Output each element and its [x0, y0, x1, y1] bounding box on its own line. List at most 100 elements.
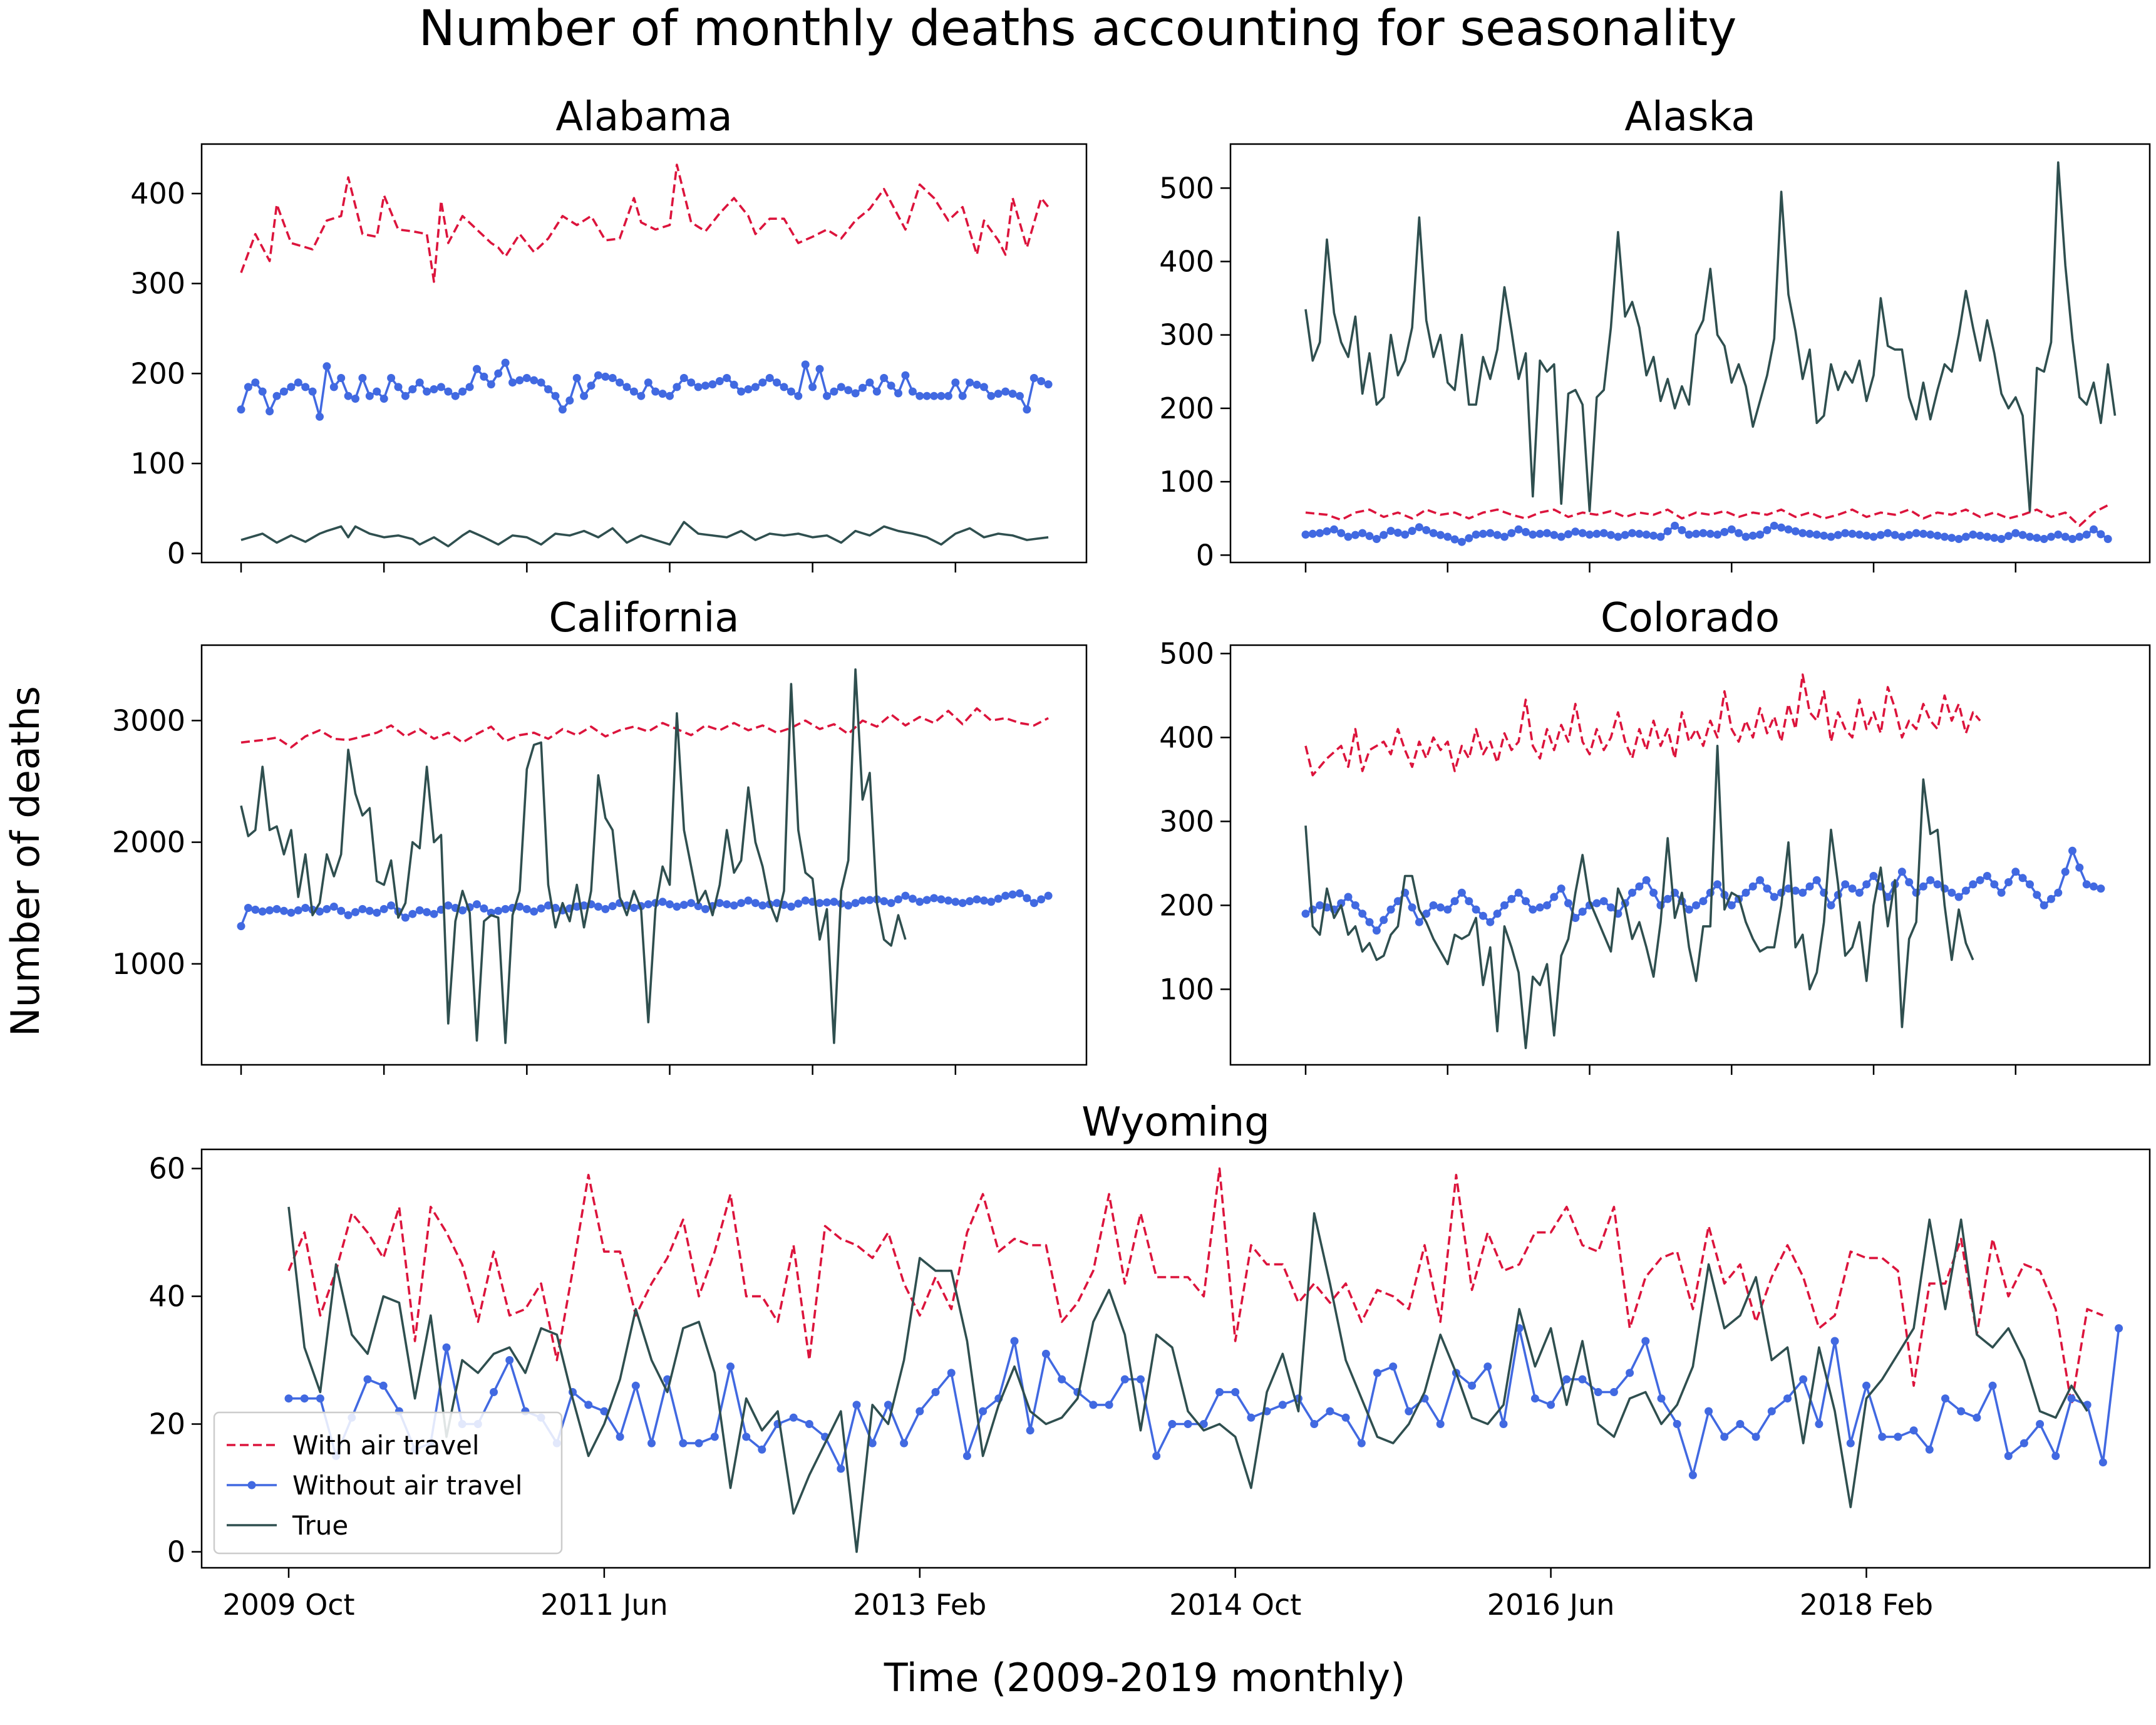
- data-point: [1705, 1407, 1713, 1416]
- legend-label-true: True: [292, 1510, 348, 1541]
- panel-wyoming: Wyoming 0 20 40 60 2009 Oct 2011 Jun 2013 Feb 20…: [148, 1099, 2151, 1622]
- data-point: [1530, 1394, 1539, 1403]
- data-point: [1436, 903, 1445, 912]
- data-point: [1869, 872, 1878, 880]
- data-point: [1450, 897, 1459, 906]
- data-point: [1571, 527, 1580, 536]
- data-point: [1026, 1426, 1034, 1435]
- data-point: [1635, 529, 1644, 538]
- data-point: [801, 360, 810, 369]
- data-point: [1337, 529, 1346, 537]
- data-point: [1692, 901, 1701, 909]
- data-point: [1756, 531, 1765, 539]
- data-point: [2047, 532, 2055, 541]
- data-point: [2090, 882, 2098, 891]
- data-point: [658, 390, 667, 398]
- data-point: [2018, 874, 2027, 883]
- data-point: [884, 1401, 892, 1409]
- xtick-label: 2018 Feb: [1800, 1588, 1933, 1622]
- data-point: [2004, 878, 2013, 886]
- data-point: [1614, 532, 1622, 541]
- data-point: [701, 381, 709, 390]
- data-point: [1919, 529, 1927, 538]
- data-point: [1641, 1337, 1650, 1345]
- data-point: [1008, 890, 1017, 899]
- data-point: [1472, 531, 1480, 539]
- data-point: [480, 904, 488, 913]
- series-line-with-air-travel: [287, 1167, 2104, 1406]
- data-point: [436, 383, 445, 391]
- data-point: [1954, 893, 1963, 901]
- data-point: [2033, 891, 2041, 899]
- data-point: [2097, 884, 2105, 893]
- ytick-label: 400: [1159, 720, 1214, 754]
- data-point: [666, 900, 674, 909]
- data-point: [1137, 1375, 1145, 1384]
- data-point: [780, 383, 788, 391]
- data-point: [1905, 531, 1914, 539]
- data-point: [558, 405, 567, 414]
- data-point: [1329, 525, 1338, 534]
- data-point: [387, 374, 396, 382]
- axes-frame: [200, 143, 1088, 564]
- data-point: [1507, 894, 1516, 903]
- data-point: [658, 898, 667, 906]
- data-point: [358, 374, 367, 382]
- data-point: [1564, 530, 1572, 539]
- data-point: [251, 378, 260, 387]
- data-point: [294, 378, 302, 387]
- series-line-with-air-travel: [240, 163, 1050, 283]
- data-point: [2068, 535, 2076, 543]
- data-point: [1415, 918, 1423, 926]
- data-point: [1443, 532, 1452, 541]
- data-point: [1820, 531, 1828, 540]
- data-point: [580, 391, 589, 400]
- data-point: [789, 1413, 798, 1422]
- data-point: [637, 391, 646, 400]
- data-point: [1037, 377, 1046, 385]
- data-point: [358, 904, 367, 913]
- panel-california: California 1000 2000 3000: [112, 595, 1088, 1075]
- data-point: [423, 908, 431, 916]
- data-point: [2019, 1439, 2028, 1448]
- data-point: [1783, 1394, 1792, 1403]
- data-point: [537, 904, 545, 913]
- data-point: [1947, 888, 1956, 897]
- data-point: [329, 383, 338, 391]
- data-point: [1736, 1420, 1745, 1428]
- data-point: [679, 901, 688, 909]
- data-point: [930, 391, 939, 400]
- data-point: [1741, 888, 1750, 897]
- data-point: [1522, 897, 1530, 906]
- data-point: [379, 904, 388, 913]
- data-point: [1365, 918, 1374, 926]
- data-point: [1493, 531, 1502, 539]
- data-point: [823, 391, 831, 400]
- data-point: [758, 378, 767, 387]
- data-point: [1044, 891, 1053, 900]
- data-point: [272, 904, 281, 913]
- data-point: [2011, 529, 2020, 537]
- panel-alaska: Alaska 0 100 200 300 400 500: [1159, 94, 2151, 572]
- data-point: [522, 374, 531, 382]
- data-point: [751, 899, 760, 908]
- data-point: [830, 898, 838, 906]
- data-point: [1834, 531, 1842, 539]
- data-point: [237, 405, 245, 414]
- data-point: [887, 381, 895, 390]
- data-point: [1316, 901, 1324, 909]
- data-point: [1514, 888, 1523, 897]
- data-point: [1791, 886, 1800, 895]
- data-point: [316, 412, 324, 421]
- data-point: [937, 895, 946, 904]
- data-point: [1926, 876, 1935, 884]
- data-point: [515, 903, 524, 911]
- ytick-label: 60: [148, 1152, 185, 1186]
- data-point: [1010, 1337, 1019, 1345]
- data-point: [415, 906, 424, 914]
- data-point: [266, 906, 274, 914]
- data-point: [1058, 1375, 1066, 1384]
- data-point: [901, 891, 910, 900]
- data-point: [1486, 918, 1495, 926]
- legend-label-with-air-travel: With air travel: [292, 1430, 480, 1461]
